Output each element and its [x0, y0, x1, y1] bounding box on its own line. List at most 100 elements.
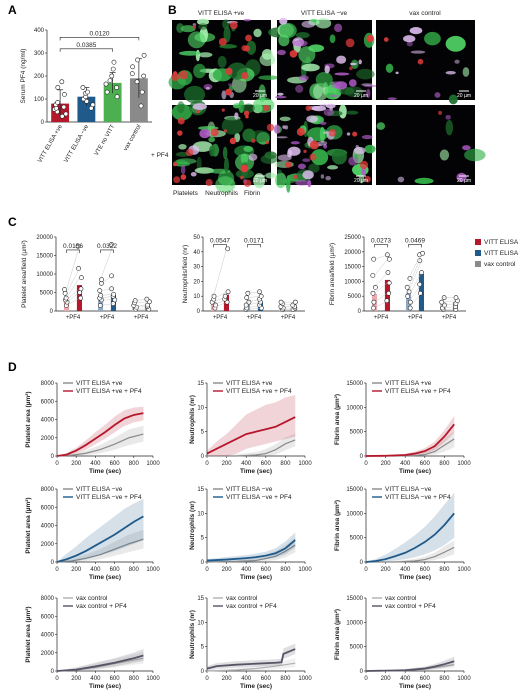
x-tick-label: 1000: [457, 567, 471, 573]
data-point: [370, 273, 376, 278]
pair-line: [247, 298, 261, 303]
fibrin-strand: [192, 23, 197, 27]
platelet-cluster: [217, 55, 227, 68]
y-tick-label: 0: [41, 120, 45, 126]
neutrophil: [305, 105, 312, 112]
neutrophil: [177, 117, 185, 125]
fibrin-strand: [445, 70, 456, 75]
comparison-bracket: [100, 249, 114, 253]
platelet-cluster: [264, 151, 277, 160]
platelet-cluster: [178, 50, 201, 56]
pair-line: [408, 260, 422, 292]
scale-bar-label: 20 µm: [457, 93, 471, 99]
pair-line: [134, 298, 148, 301]
data-point: [61, 104, 67, 110]
y-tick-label: 15000: [346, 596, 363, 602]
x-tick-label: 1000: [146, 676, 160, 682]
x-tick-label: 400: [400, 676, 411, 682]
x-tick-label: 800: [439, 567, 450, 573]
data-point: [107, 78, 113, 83]
neutrophil: [243, 110, 250, 116]
series-line-1: [365, 512, 455, 563]
x-tick-label: 600: [261, 676, 272, 682]
x-tick-label: 800: [129, 567, 140, 573]
data-point: [84, 98, 90, 104]
data-point: [109, 273, 114, 279]
y-axis-label: Neutrophils/field (nr): [182, 245, 189, 304]
micrograph-column-title: VITT ELISA +ve: [198, 10, 245, 17]
micrograph-3: 20 µm: [171, 97, 278, 193]
neutrophil: [173, 176, 181, 184]
platelet-cluster: [308, 163, 320, 173]
scale-bar-label: 20 µm: [457, 178, 471, 184]
data-point: [141, 73, 147, 79]
y-tick-label: 20000: [36, 235, 53, 241]
y-tick-label: 6000: [41, 505, 55, 511]
fibrin-strand: [361, 134, 373, 140]
x-tick-label: 400: [90, 461, 101, 467]
neutrophil: [243, 179, 252, 188]
x-tick-label: 0: [364, 567, 368, 573]
platelet-cluster: [243, 145, 254, 152]
data-point: [78, 295, 83, 301]
neutrophil: [438, 110, 443, 115]
y-tick-label: 4000: [41, 633, 55, 639]
x-tick-label: 600: [110, 676, 121, 682]
p-value-label: 0.0322: [97, 243, 117, 250]
micrograph-4: 20 µm: [273, 103, 376, 193]
pair-line: [100, 275, 114, 284]
fibrin-strand: [434, 92, 441, 98]
y-tick-label: 0: [360, 560, 364, 566]
platelet-cluster: [356, 68, 375, 80]
y-tick-label: 10000: [36, 272, 53, 278]
legend-label: VITT ELISA +ve: [385, 380, 432, 387]
platelet-cluster: [253, 28, 262, 38]
fibrin-strand: [325, 103, 336, 109]
pair-line: [100, 294, 114, 296]
legend-label: vax control: [76, 595, 108, 602]
pair-line: [66, 288, 80, 301]
platelet-cluster: [194, 167, 215, 174]
y-axis-label: Platelet area (µm²): [25, 606, 32, 662]
series-band-1: [56, 498, 144, 563]
y-tick-label: 8000: [41, 381, 55, 387]
neutrophil: [171, 72, 180, 82]
data-point: [99, 277, 104, 282]
x-axis-label: Time (sec): [240, 574, 272, 581]
fibrin-strand: [348, 156, 358, 166]
neutrophil: [185, 148, 194, 157]
platelet-cluster: [222, 19, 230, 30]
fibrin-strand: [279, 17, 288, 25]
scale-bar-label: 20 µm: [354, 178, 368, 184]
platelet-cluster: [184, 85, 206, 104]
comparison-bracket: [247, 244, 261, 248]
series-band-1: [365, 492, 455, 563]
x-tick-label: 200: [222, 461, 233, 467]
neutrophil: [218, 37, 227, 46]
y-tick-label: 0: [51, 560, 55, 566]
platelet-cluster: [315, 18, 332, 29]
platelet-cluster: [242, 128, 256, 143]
data-point: [59, 113, 65, 119]
data-point: [405, 293, 411, 299]
neutrophil: [366, 34, 374, 43]
y-tick-label: 15: [197, 596, 204, 602]
y-tick-label: 5000: [350, 430, 364, 436]
neutrophil: [359, 160, 369, 170]
pair-line: [408, 293, 422, 309]
data-point: [372, 284, 378, 290]
y-tick-label: 0: [201, 560, 205, 566]
p-value-label: 0.0273: [371, 237, 391, 244]
p-value-label: 0.0547: [210, 237, 230, 244]
scale-bar-label: 20 µm: [354, 93, 368, 99]
fibrin-strand: [287, 146, 301, 156]
panel-d-chart-5: 0 5 10 15 0 200 400 600 800 1000 Time (sec) Neutrop…: [189, 486, 312, 581]
platelet-cluster: [414, 177, 434, 185]
series-band-1: [56, 648, 144, 672]
pair-line: [408, 253, 422, 279]
p-value-label: 0.0156: [63, 243, 83, 250]
category-label: +PF4: [408, 315, 423, 321]
micrograph-1: 20 µm: [268, 17, 378, 101]
platelet-cluster: [310, 149, 329, 166]
platelet-cluster: [176, 23, 184, 34]
